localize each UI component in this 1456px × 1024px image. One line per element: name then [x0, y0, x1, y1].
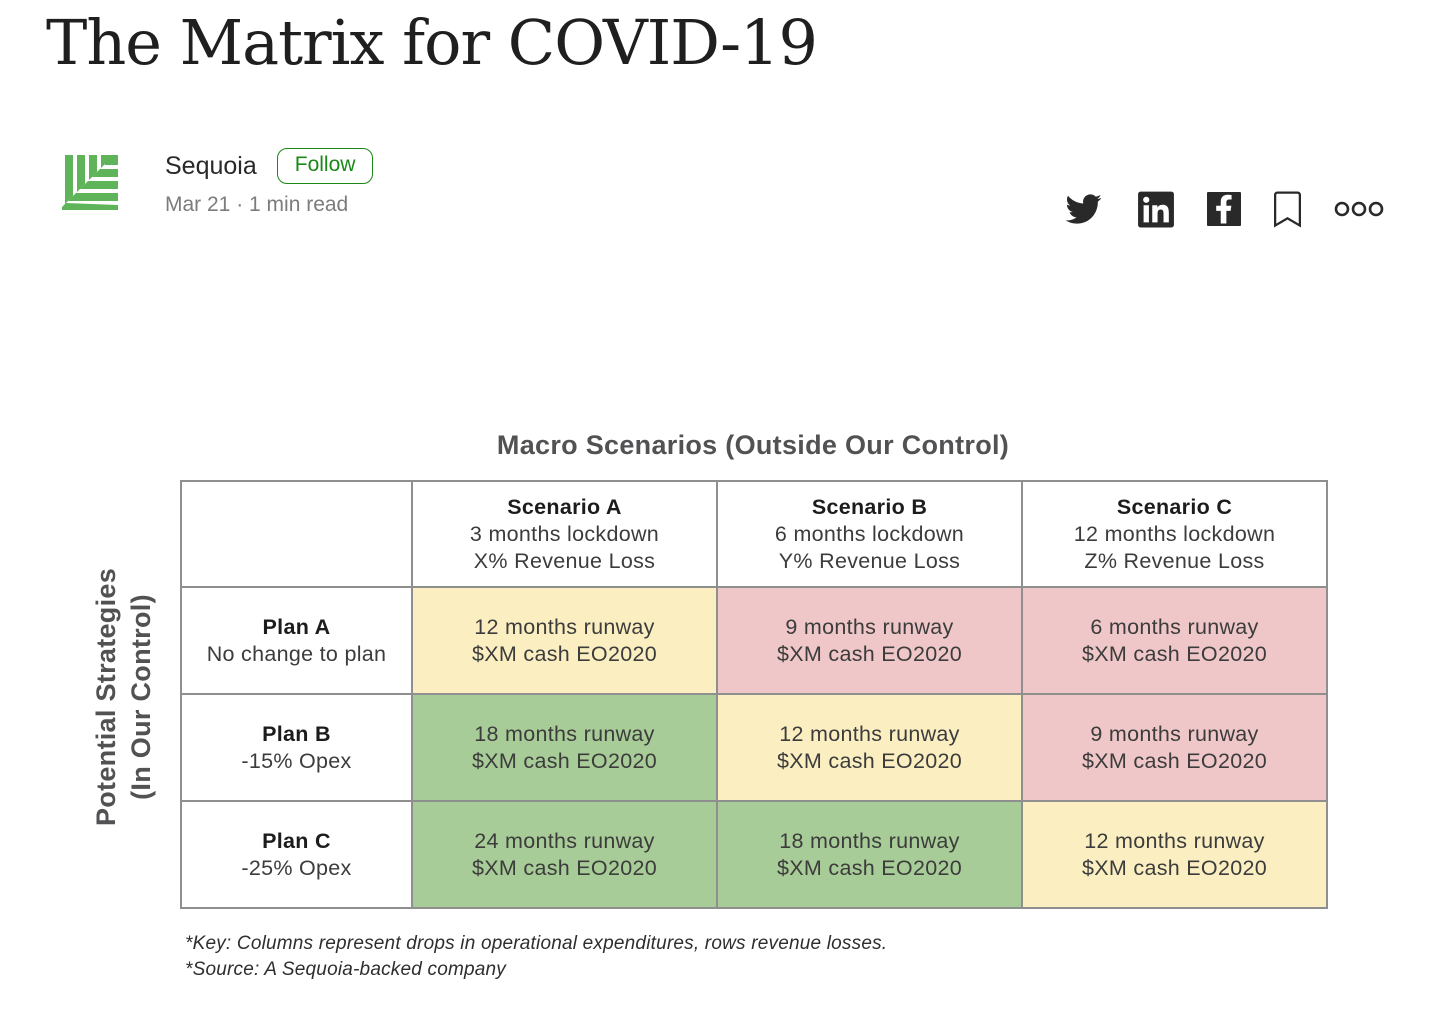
bookmark-icon[interactable] [1274, 190, 1301, 229]
post-date-read-time: Mar 21 · 1 min read [165, 193, 349, 216]
facebook-icon[interactable] [1207, 192, 1241, 226]
matrix-cell-bad: 9 months runway $XM cash EO2020 [1021, 693, 1328, 802]
matrix-row-plan-c: Plan C -25% Opex 24 months runway $XM cash … [180, 800, 1328, 909]
cell-line: 9 months runway [785, 614, 954, 639]
share-toolbar [1062, 188, 1384, 230]
cell-line: $XM cash EO2020 [1082, 748, 1267, 773]
matrix-figure: Macro Scenarios (Outside Our Control) Sc… [180, 430, 1328, 909]
row-axis-title-line1: Potential Strategies [91, 567, 122, 827]
sequoia-logo-icon [62, 155, 118, 210]
matrix-cell-caution: 12 months runway $XM cash EO2020 [716, 693, 1023, 802]
cell-line: $XM cash EO2020 [777, 641, 962, 666]
follow-button[interactable]: Follow [276, 148, 374, 184]
author-name[interactable]: Sequoia [165, 151, 257, 180]
cell-line: Y% Revenue Loss [778, 548, 961, 573]
cell-line: $XM cash EO2020 [1082, 641, 1267, 666]
matrix-cell-good: 18 months runway $XM cash EO2020 [716, 800, 1023, 909]
cell-title: Plan C [262, 828, 331, 853]
matrix-corner-cell [180, 480, 413, 588]
matrix-body: Plan A No change to plan 12 months runway $… [180, 586, 1328, 909]
cell-line: 12 months runway [474, 614, 655, 639]
linkedin-icon[interactable] [1138, 189, 1174, 230]
cell-title: Scenario C [1116, 494, 1233, 519]
cell-line: 24 months runway [474, 828, 655, 853]
matrix-cell-caution: 12 months runway $XM cash EO2020 [1021, 800, 1328, 909]
cell-line: 18 months runway [474, 721, 655, 746]
cell-line: -15% Opex [241, 748, 352, 773]
cell-line: $XM cash EO2020 [472, 748, 657, 773]
cell-line: $XM cash EO2020 [472, 641, 657, 666]
matrix-column-axis-title: Macro Scenarios (Outside Our Control) [496, 430, 1010, 460]
footnote-key: *Key: Columns represent drops in operati… [185, 933, 888, 954]
cell-line: $XM cash EO2020 [472, 855, 657, 880]
matrix-row-plan-a: Plan A No change to plan 12 months runway $… [180, 586, 1328, 695]
matrix-cell-good: 24 months runway $XM cash EO2020 [411, 800, 718, 909]
cell-title: Plan A [262, 614, 331, 639]
matrix-cell-good: 18 months runway $XM cash EO2020 [411, 693, 718, 802]
cell-line: 6 months lockdown [774, 521, 965, 546]
twitter-icon[interactable] [1062, 191, 1105, 227]
column-header-scenario-c: Scenario C 12 months lockdown Z% Revenue L… [1021, 480, 1328, 588]
cell-line: $XM cash EO2020 [777, 855, 962, 880]
cell-line: $XM cash EO2020 [777, 748, 962, 773]
more-options-icon[interactable] [1334, 200, 1384, 218]
cell-line: -25% Opex [241, 855, 352, 880]
row-header-plan-c: Plan C -25% Opex [180, 800, 413, 909]
matrix-row-plan-b: Plan B -15% Opex 18 months runway $XM cash … [180, 693, 1328, 802]
cell-line: $XM cash EO2020 [1082, 855, 1267, 880]
cell-title: Scenario B [811, 494, 928, 519]
matrix-row-axis-title: Potential Strategies (In Our Control) [76, 483, 172, 911]
cell-line: 18 months runway [779, 828, 960, 853]
sequoia-logo-avatar[interactable] [58, 148, 122, 212]
row-header-plan-b: Plan B -15% Opex [180, 693, 413, 802]
cell-line: 12 months runway [779, 721, 960, 746]
author-block: Sequoia Follow Mar 21 · 1 min read [58, 148, 374, 217]
cell-line: 12 months runway [1084, 828, 1265, 853]
cell-title: Scenario A [507, 494, 622, 519]
matrix-cell-bad: 6 months runway $XM cash EO2020 [1021, 586, 1328, 695]
cell-line: No change to plan [206, 641, 387, 666]
row-axis-title-line2: (In Our Control) [126, 594, 157, 800]
row-header-plan-a: Plan A No change to plan [180, 586, 413, 695]
cell-line: 12 months lockdown [1073, 521, 1276, 546]
cell-line: 9 months runway [1090, 721, 1259, 746]
footnote-source: *Source: A Sequoia-backed company [185, 959, 506, 980]
cell-title: Plan B [262, 721, 331, 746]
cell-line: 6 months runway [1090, 614, 1259, 639]
cell-line: X% Revenue Loss [473, 548, 656, 573]
matrix-cell-bad: 9 months runway $XM cash EO2020 [716, 586, 1023, 695]
matrix-cell-caution: 12 months runway $XM cash EO2020 [411, 586, 718, 695]
cell-line: 3 months lockdown [469, 521, 660, 546]
figure-footnotes: *Key: Columns represent drops in operati… [185, 931, 887, 983]
page-title: The Matrix for COVID-19 [46, 6, 818, 79]
cell-line: Z% Revenue Loss [1084, 548, 1265, 573]
